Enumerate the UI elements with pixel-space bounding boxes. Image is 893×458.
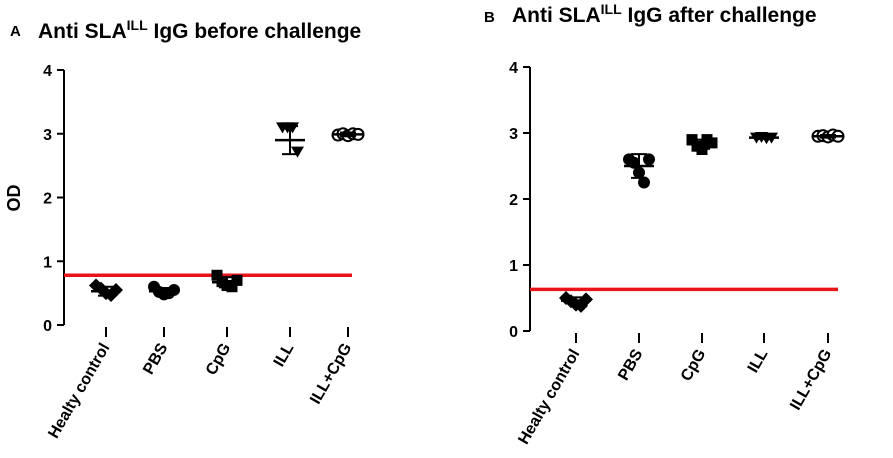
x-tick-label: CpG — [203, 341, 235, 379]
chart-title-main: Anti SLA — [38, 20, 127, 43]
chart-title-suffix: IgG before challenge — [148, 20, 362, 43]
x-tick-label: CpG — [678, 347, 710, 385]
data-point — [643, 153, 655, 166]
x-tick-label: ILL+CpG — [787, 347, 835, 414]
x-tick-label: ILL — [271, 340, 298, 369]
data-point — [168, 283, 180, 296]
x-tick-label: Healty control — [515, 347, 583, 448]
chart-title: Anti SLAILL IgG after challenge — [512, 1, 817, 27]
data-point — [231, 274, 243, 286]
panel-b: B Anti SLAILL IgG after challenge01234Hea… — [484, 1, 845, 448]
data-point — [291, 146, 304, 158]
panel-letter: B — [484, 9, 495, 26]
chart-title: Anti SLAILL IgG before challenge — [38, 17, 361, 43]
data-point — [211, 269, 223, 281]
y-axis-title: OD — [4, 184, 24, 211]
y-tick-label: 3 — [509, 126, 518, 143]
y-tick-label: 1 — [43, 254, 52, 271]
x-tick-label: PBS — [615, 346, 646, 383]
y-tick-label: 3 — [43, 127, 52, 144]
y-tick-label: 2 — [509, 192, 518, 209]
panel-a: A Anti SLAILL IgG before challenge01234OD… — [4, 17, 365, 442]
y-tick-label: 0 — [509, 324, 518, 341]
chart-title-main: Anti SLA — [512, 4, 601, 27]
y-tick-label: 4 — [509, 60, 518, 77]
x-tick-label: Healty control — [45, 341, 113, 442]
chart-title-superscript: ILL — [601, 1, 622, 17]
panel-letter: A — [10, 23, 21, 40]
data-point — [686, 134, 698, 146]
y-tick-label: 1 — [509, 258, 518, 275]
y-tick-label: 0 — [43, 318, 52, 335]
data-point — [706, 137, 718, 149]
y-tick-label: 4 — [43, 63, 52, 80]
y-tick-label: 2 — [43, 191, 52, 208]
x-tick-label: ILL+CpG — [307, 341, 355, 408]
chart-title-superscript: ILL — [127, 17, 148, 33]
x-tick-label: ILL — [745, 346, 772, 375]
data-point — [638, 176, 650, 189]
data-point — [579, 292, 593, 307]
chart-title-suffix: IgG after challenge — [622, 4, 817, 27]
x-tick-label: PBS — [140, 340, 171, 377]
